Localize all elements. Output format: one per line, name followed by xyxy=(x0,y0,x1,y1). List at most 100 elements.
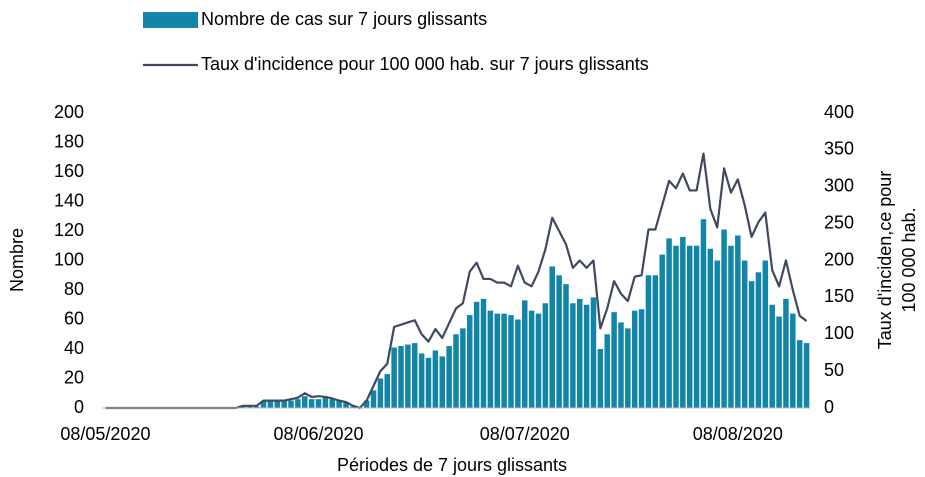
bar xyxy=(686,245,693,408)
bar xyxy=(412,343,418,408)
y-axis-title: Nombre xyxy=(7,228,27,292)
bar xyxy=(508,315,514,408)
bar xyxy=(762,260,769,408)
bar xyxy=(343,402,349,408)
y-tick-label: 100 xyxy=(54,249,84,269)
y2-tick-label: 350 xyxy=(824,139,854,159)
bar xyxy=(432,350,439,408)
bar xyxy=(247,406,253,408)
x-tick-label: 08/06/2020 xyxy=(273,424,363,444)
bar xyxy=(363,400,370,408)
bar xyxy=(673,245,679,408)
bar xyxy=(480,298,487,408)
y-tick-label: 40 xyxy=(64,338,84,358)
bar xyxy=(783,298,789,408)
bar xyxy=(384,374,391,408)
y2-tick-label: 300 xyxy=(824,176,854,196)
bar xyxy=(576,298,583,408)
bar xyxy=(583,304,590,408)
bar xyxy=(398,346,404,408)
bar xyxy=(308,399,315,408)
bar xyxy=(453,334,459,408)
x-axis-title: Périodes de 7 jours glissants xyxy=(337,455,567,475)
bar xyxy=(501,313,507,408)
bar xyxy=(563,284,569,408)
bar xyxy=(611,312,617,408)
bar xyxy=(556,275,562,408)
bar xyxy=(515,319,521,408)
y-tick-label: 200 xyxy=(54,102,84,122)
bar xyxy=(329,399,336,408)
y-tick-label: 140 xyxy=(54,190,84,210)
bar xyxy=(274,400,281,408)
y-tick-label: 20 xyxy=(64,367,84,387)
y-tick-label: 160 xyxy=(54,161,84,181)
x-tick-label: 08/07/2020 xyxy=(480,424,570,444)
bar xyxy=(735,235,741,408)
bar xyxy=(790,313,796,408)
bar xyxy=(521,300,528,408)
y2-tick-label: 200 xyxy=(824,249,854,269)
bar xyxy=(350,406,356,408)
bar xyxy=(260,400,267,408)
bar xyxy=(535,313,542,408)
bar xyxy=(336,400,342,408)
bar xyxy=(425,357,432,408)
y-tick-label: 80 xyxy=(64,279,84,299)
bar xyxy=(631,310,638,408)
bar xyxy=(652,275,659,408)
bar xyxy=(776,316,782,408)
y-tick-label: 0 xyxy=(74,397,84,417)
bar xyxy=(714,260,720,408)
bar xyxy=(728,245,734,408)
bar xyxy=(748,281,755,408)
bar xyxy=(267,400,274,408)
bar xyxy=(769,304,775,408)
y2-tick-label: 0 xyxy=(824,397,834,417)
bar xyxy=(315,399,322,408)
y2-tick-label: 400 xyxy=(824,102,854,122)
y-tick-label: 180 xyxy=(54,131,84,151)
y2-tick-label: 50 xyxy=(824,360,844,380)
legend-swatch xyxy=(143,12,198,28)
bar xyxy=(466,315,473,408)
bar xyxy=(618,322,624,408)
bar xyxy=(487,310,494,408)
bar xyxy=(253,406,260,408)
bar xyxy=(542,303,549,408)
y2-axis-title: Taux d'inciden,ce pour xyxy=(875,171,895,350)
y2-tick-label: 250 xyxy=(824,212,854,232)
bar xyxy=(741,260,748,408)
bar xyxy=(707,248,714,408)
bar xyxy=(666,238,672,408)
legend-label: Nombre de cas sur 7 jours glissants xyxy=(201,9,487,29)
bar xyxy=(570,303,576,408)
y2-tick-label: 150 xyxy=(824,286,854,306)
bar xyxy=(796,340,803,408)
y2-axis-title: 100 000 hab. xyxy=(899,207,919,312)
bar xyxy=(288,400,294,408)
bar xyxy=(295,399,301,408)
y-tick-label: 120 xyxy=(54,220,84,240)
bar xyxy=(803,343,810,408)
bar xyxy=(659,254,665,408)
bar xyxy=(549,266,555,408)
bar xyxy=(528,310,535,408)
bar xyxy=(405,344,411,408)
bar xyxy=(439,356,446,408)
bar xyxy=(693,245,700,408)
bar xyxy=(680,236,686,408)
y-tick-label: 60 xyxy=(64,308,84,328)
bar xyxy=(446,346,452,408)
bar xyxy=(473,301,480,408)
bar xyxy=(377,378,384,408)
bar xyxy=(625,328,631,408)
bar xyxy=(281,400,287,408)
bar xyxy=(700,219,707,408)
bar xyxy=(494,313,500,408)
legend-label: Taux d'incidence pour 100 000 hab. sur 7… xyxy=(201,54,649,74)
bar xyxy=(755,272,762,408)
bar xyxy=(590,297,597,408)
bar xyxy=(645,275,652,408)
